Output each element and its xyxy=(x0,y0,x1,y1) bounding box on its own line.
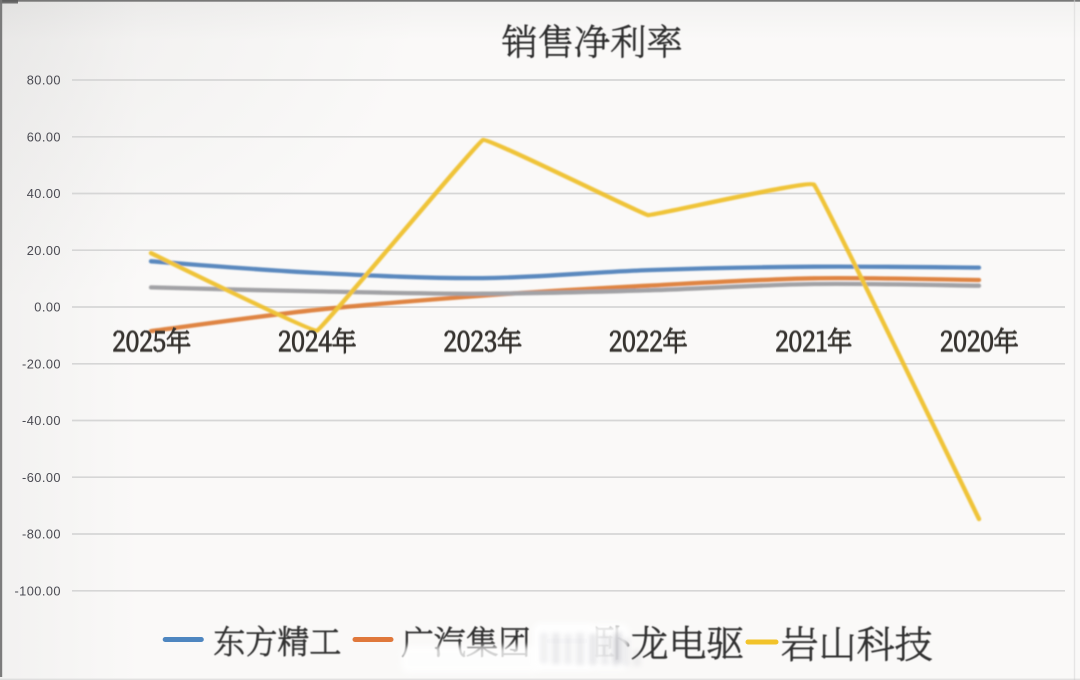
svg-text:-60.00: -60.00 xyxy=(22,470,61,485)
svg-text:80.00: 80.00 xyxy=(27,73,61,88)
svg-text:0.00: 0.00 xyxy=(34,300,61,315)
svg-text:20.00: 20.00 xyxy=(27,243,61,258)
svg-text:-80.00: -80.00 xyxy=(22,527,61,542)
svg-text:60.00: 60.00 xyxy=(27,129,61,144)
svg-text:-100.00: -100.00 xyxy=(14,584,61,599)
svg-text:40.00: 40.00 xyxy=(27,186,61,201)
svg-text:-20.00: -20.00 xyxy=(22,356,61,371)
svg-text:-40.00: -40.00 xyxy=(22,413,61,428)
